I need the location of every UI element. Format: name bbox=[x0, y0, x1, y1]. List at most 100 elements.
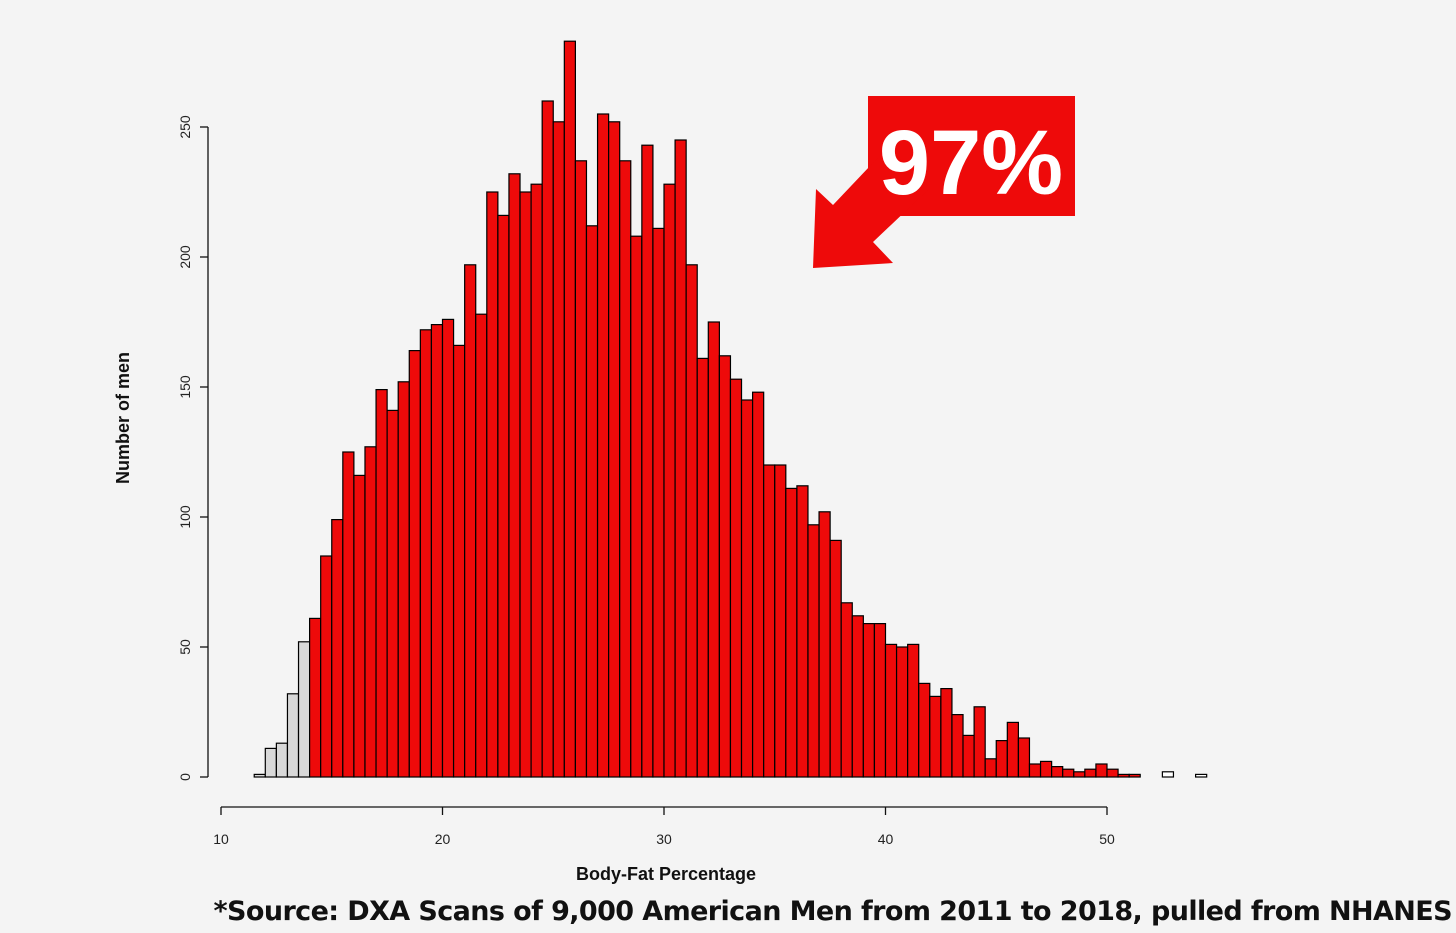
histogram-bar bbox=[1106, 768, 1119, 778]
histogram-bar bbox=[718, 355, 732, 778]
histogram-bar bbox=[386, 409, 399, 778]
histogram-bar bbox=[408, 350, 421, 778]
histogram-bar bbox=[829, 539, 842, 778]
histogram-bar bbox=[552, 121, 565, 778]
histogram-bar bbox=[940, 687, 953, 778]
histogram-bar bbox=[253, 773, 266, 778]
histogram-bar bbox=[1084, 768, 1097, 778]
histogram-bar bbox=[519, 191, 532, 778]
histogram-bar bbox=[297, 641, 311, 778]
histogram-bar bbox=[652, 227, 665, 778]
histogram-bar bbox=[707, 321, 720, 778]
histogram-bar bbox=[286, 693, 300, 778]
histogram-bar bbox=[729, 378, 743, 778]
histogram-bar bbox=[907, 643, 920, 778]
histogram-bar bbox=[530, 183, 543, 778]
histogram-bar bbox=[596, 113, 610, 778]
histogram-bar bbox=[984, 758, 997, 778]
histogram-bar bbox=[1017, 737, 1031, 778]
histogram-bar bbox=[895, 646, 909, 778]
histogram-bar bbox=[452, 344, 466, 778]
histogram-bar bbox=[663, 183, 676, 778]
y-tick-label: 100 bbox=[177, 505, 193, 529]
histogram-bar bbox=[342, 451, 355, 778]
bars-group bbox=[253, 40, 1208, 778]
histogram-bar bbox=[751, 391, 765, 778]
histogram-bar bbox=[641, 144, 654, 778]
y-axis: 0 50 100 150 200 250 bbox=[177, 115, 209, 781]
x-axis-title: Body-Fat Percentage bbox=[576, 864, 756, 884]
histogram-bar bbox=[1039, 760, 1053, 778]
histogram-bar bbox=[1028, 763, 1042, 778]
histogram-bar bbox=[486, 191, 499, 778]
x-axis: 10 20 30 40 50 bbox=[213, 806, 1115, 847]
histogram-bar bbox=[364, 446, 377, 778]
y-tick-label: 200 bbox=[177, 245, 193, 269]
histogram-bar bbox=[563, 40, 577, 778]
histogram-bar bbox=[862, 622, 876, 778]
histogram-bar bbox=[375, 389, 388, 778]
histogram-bar bbox=[774, 464, 787, 778]
histogram-bar bbox=[475, 313, 488, 778]
histogram-bar bbox=[884, 643, 898, 778]
histogram-bar bbox=[696, 357, 709, 778]
x-tick-label: 50 bbox=[1099, 831, 1115, 847]
y-axis-title: Number of men bbox=[113, 352, 133, 484]
histogram-bar bbox=[873, 622, 887, 778]
histogram-bar bbox=[320, 555, 333, 778]
histogram-bar bbox=[1095, 763, 1108, 778]
histogram-bar bbox=[951, 713, 964, 778]
y-tick-label: 150 bbox=[177, 375, 193, 399]
histogram-bar bbox=[331, 518, 344, 778]
y-tick-label: 50 bbox=[177, 639, 193, 655]
histogram-bar bbox=[353, 474, 366, 778]
histogram-bar bbox=[840, 602, 853, 778]
histogram-bar bbox=[1051, 765, 1064, 778]
histogram-bar bbox=[1117, 773, 1130, 778]
x-tick-label: 10 bbox=[213, 831, 229, 847]
histogram-bar bbox=[1073, 771, 1086, 778]
callout-value: 97% bbox=[879, 112, 1063, 214]
histogram-bar bbox=[807, 524, 820, 778]
histogram-bar bbox=[397, 381, 410, 778]
x-tick-label: 20 bbox=[435, 831, 451, 847]
histogram-bar bbox=[685, 264, 698, 778]
histogram-bar bbox=[619, 160, 632, 778]
histogram-bar bbox=[1161, 771, 1175, 778]
histogram-bar bbox=[441, 318, 455, 778]
histogram-bar bbox=[763, 464, 776, 778]
histogram-bar bbox=[1062, 768, 1075, 778]
histogram-bar bbox=[585, 225, 599, 778]
histogram-bar bbox=[929, 695, 942, 778]
callout-arrow bbox=[813, 147, 930, 268]
histogram-bar bbox=[508, 173, 521, 778]
histogram-bar bbox=[574, 160, 588, 778]
histogram-bar bbox=[419, 329, 433, 778]
histogram-bar bbox=[430, 324, 444, 778]
histogram-bar bbox=[818, 511, 831, 778]
x-tick-label: 40 bbox=[878, 831, 894, 847]
histogram-bar bbox=[608, 121, 621, 778]
callout-97-percent: 97% bbox=[813, 96, 1075, 268]
histogram-bar bbox=[464, 264, 477, 778]
histogram-bar bbox=[796, 485, 809, 778]
histogram-bar bbox=[309, 617, 322, 778]
histogram-bar bbox=[973, 706, 986, 778]
histogram-bar bbox=[851, 615, 864, 778]
histogram-bar bbox=[1128, 773, 1141, 778]
histogram-bar bbox=[740, 399, 754, 778]
histogram-bar bbox=[630, 235, 643, 778]
y-tick-label: 0 bbox=[177, 773, 193, 781]
histogram-bar bbox=[264, 747, 277, 778]
histogram-bar bbox=[497, 214, 510, 778]
source-note: *Source: DXA Scans of 9,000 American Men… bbox=[213, 896, 1453, 927]
histogram-bar bbox=[541, 100, 554, 778]
histogram-bar bbox=[1194, 773, 1208, 778]
histogram-bar bbox=[962, 734, 975, 778]
histogram-bar bbox=[995, 739, 1008, 778]
histogram-bar bbox=[785, 487, 798, 778]
x-tick-label: 30 bbox=[656, 831, 672, 847]
y-tick-label: 250 bbox=[177, 115, 193, 139]
histogram-bar bbox=[674, 139, 687, 778]
